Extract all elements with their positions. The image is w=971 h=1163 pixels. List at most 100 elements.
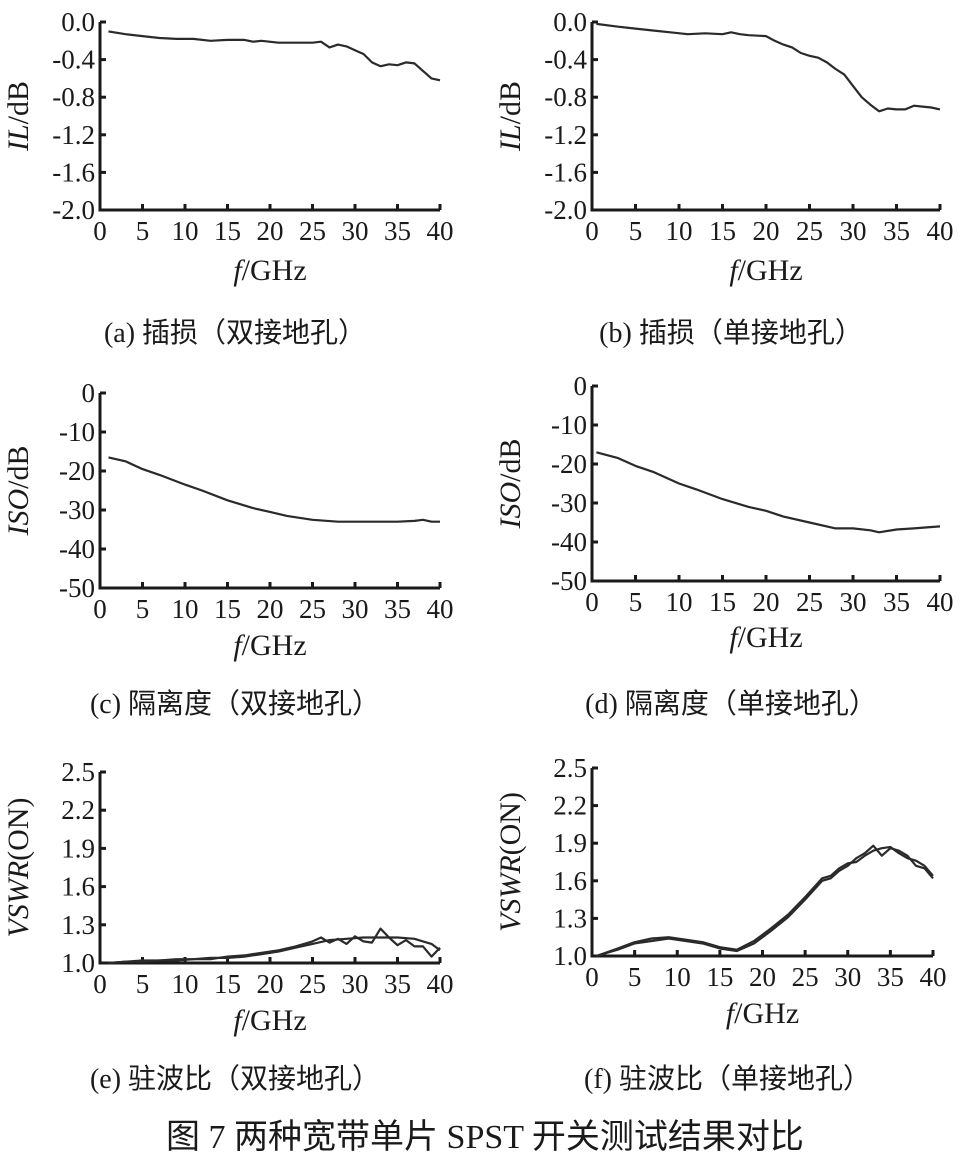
chart-panel-b: 0 5 10 15 20 25 30 35 40 0.0 -0.4 -0.8 -1.2 -1.6 -2.0 I… <box>494 7 954 349</box>
y-tick-label: 1.9 <box>553 828 587 858</box>
panel-caption: (c) 隔离度（双接地孔） <box>90 688 380 720</box>
y-axis-label: VSWR(ON) <box>2 798 35 938</box>
panel-caption: (e) 驻波比（双接地孔） <box>90 1063 380 1095</box>
charts-layer: 0 5 10 15 20 25 30 35 40 0.0 -0.4 -0.8 -1.2 -1.6 -2.0 I… <box>2 7 954 1095</box>
y-tick-label: -40 <box>59 534 95 564</box>
x-tick-label: 40 <box>427 216 454 246</box>
x-tick-label: 35 <box>883 216 910 246</box>
y-tick-label: 1.3 <box>553 903 587 933</box>
x-tick-label: 25 <box>796 587 823 617</box>
y-axis-label-unit: /dB <box>494 438 527 481</box>
x-tick-label: 10 <box>666 587 693 617</box>
x-tick-label: 30 <box>342 216 369 246</box>
y-axis-label: ISO/dB <box>2 445 35 536</box>
y-tick-label: -2.0 <box>544 195 587 225</box>
panel-caption: (a) 插损（双接地孔） <box>104 317 366 349</box>
x-axis-label: f/GHz <box>729 254 802 287</box>
x-tick-label: 15 <box>214 594 241 624</box>
y-axis-label-unit: /dB <box>494 81 527 124</box>
y-tick-label: -30 <box>551 488 587 518</box>
x-tick-label: 15 <box>706 962 733 992</box>
series-line-1 <box>108 456 440 523</box>
x-tick-label: 30 <box>342 594 369 624</box>
x-axis-label-unit: /GHz <box>242 629 307 662</box>
series-line-1 <box>108 927 441 965</box>
y-axis-label-unit: (ON) <box>494 792 527 855</box>
y-tick-label: -1.2 <box>52 120 95 150</box>
y-tick-label: -50 <box>551 566 587 596</box>
x-tick-label: 40 <box>927 216 954 246</box>
y-tick-label: 2.5 <box>553 753 587 783</box>
y-tick-label: 0 <box>82 378 96 408</box>
axis-lines <box>98 393 440 590</box>
axis-lines <box>590 22 940 212</box>
x-axis-label: f/GHz <box>233 629 306 662</box>
y-axis-label-symbol: IL <box>2 124 35 152</box>
x-tick-label: 5 <box>136 216 150 246</box>
x-tick-label: 0 <box>585 587 599 617</box>
y-axis-label-symbol: ISO <box>2 489 35 537</box>
y-axis-label: IL/dB <box>494 81 527 152</box>
chart-panel-e: 0 5 10 15 20 25 30 35 40 1.0 1.3 1.6 1.9 2.2 2.5 VSWR(O… <box>2 757 454 1095</box>
y-tick-label: 1.6 <box>61 872 95 902</box>
x-axis-label-unit: /GHz <box>242 254 307 287</box>
x-tick-label: 20 <box>257 216 284 246</box>
y-tick-label: -40 <box>551 527 587 557</box>
axis-lines <box>98 22 440 212</box>
y-tick-label: -1.2 <box>544 120 587 150</box>
y-tick-label: 2.2 <box>61 795 95 825</box>
y-tick-label: -20 <box>551 449 587 479</box>
y-axis-label-symbol: ISO <box>494 482 527 530</box>
y-axis-label-symbol: IL <box>494 124 527 152</box>
figure-title: 图 7 两种宽带单片 SPST 开关测试结果对比 <box>166 1118 804 1156</box>
y-tick-label: -1.6 <box>544 157 587 187</box>
series-line-1 <box>596 451 941 534</box>
x-tick-label: 5 <box>629 216 643 246</box>
y-tick-label: -10 <box>551 410 587 440</box>
x-tick-label: 10 <box>664 962 691 992</box>
x-tick-label: 15 <box>214 216 241 246</box>
x-tick-label: 10 <box>172 969 199 999</box>
x-axis-label-unit: /GHz <box>242 1004 307 1037</box>
x-axis-label: f/GHz <box>233 1004 306 1037</box>
x-tick-label: 15 <box>709 216 736 246</box>
x-tick-label: 20 <box>257 969 284 999</box>
x-axis-label-unit: /GHz <box>738 621 803 654</box>
y-axis-label-symbol: VSWR <box>2 861 35 938</box>
x-tick-label: 20 <box>257 594 284 624</box>
axis-lines <box>590 768 933 958</box>
x-axis-label: f/GHz <box>726 997 799 1030</box>
y-tick-label: -0.8 <box>52 82 95 112</box>
x-axis-label-unit: /GHz <box>734 997 799 1030</box>
y-tick-label: 2.5 <box>61 757 95 787</box>
y-tick-label: -10 <box>59 417 95 447</box>
y-tick-label: 1.0 <box>61 948 95 978</box>
y-tick-label: 0.0 <box>553 7 587 37</box>
y-tick-label: -0.8 <box>544 82 587 112</box>
y-tick-label: -0.4 <box>52 45 95 75</box>
x-tick-label: 35 <box>384 216 411 246</box>
y-tick-label: 1.0 <box>553 941 587 971</box>
x-tick-label: 5 <box>628 962 642 992</box>
y-axis-label: ISO/dB <box>494 438 527 529</box>
x-tick-label: 25 <box>299 216 326 246</box>
y-tick-label: 0 <box>574 371 588 401</box>
y-tick-label: -50 <box>59 573 95 603</box>
y-axis-label-unit: /dB <box>2 445 35 488</box>
y-axis-label: VSWR(ON) <box>494 792 527 932</box>
x-axis-label: f/GHz <box>729 621 802 654</box>
x-tick-label: 10 <box>666 216 693 246</box>
series-line-2 <box>595 845 934 958</box>
panel-caption: (d) 隔离度（单接地孔） <box>585 688 877 720</box>
y-tick-label: 1.3 <box>61 910 95 940</box>
series-line-2 <box>108 936 441 965</box>
y-axis-label-unit: /dB <box>2 81 35 124</box>
y-tick-label: 2.2 <box>553 791 587 821</box>
y-tick-label: -20 <box>59 456 95 486</box>
y-tick-label: -0.4 <box>544 45 587 75</box>
x-tick-label: 40 <box>920 962 947 992</box>
y-axis-label-symbol: VSWR <box>494 855 527 932</box>
chart-panel-d: 0 5 10 15 20 25 30 35 400-10-20-30-40-50ISO/dBf/… <box>494 371 954 720</box>
y-tick-label: -2.0 <box>52 195 95 225</box>
